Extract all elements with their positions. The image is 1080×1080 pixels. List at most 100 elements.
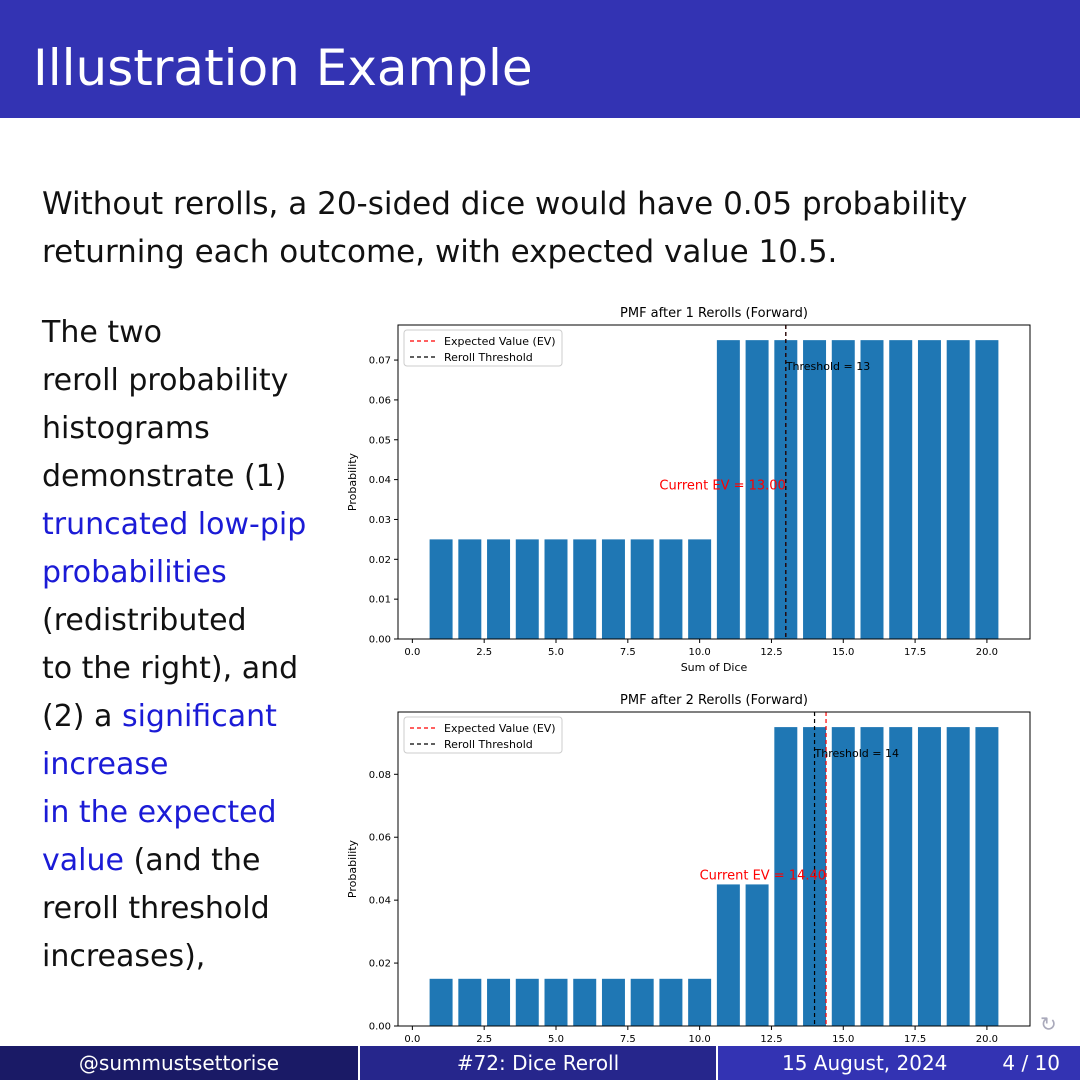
- y-tick-label: 0.08: [369, 770, 391, 781]
- x-tick-label: 12.5: [760, 1034, 782, 1045]
- x-tick-label: 7.5: [620, 1034, 636, 1045]
- side-line-highlight: in the expected: [42, 795, 277, 830]
- side-line: reroll probability: [42, 363, 289, 398]
- chart-bar: [458, 978, 482, 1026]
- x-tick-label: 15.0: [832, 647, 854, 658]
- x-tick-label: 12.5: [760, 647, 782, 658]
- side-text-highlight: value: [42, 843, 124, 878]
- chart-bar: [630, 978, 654, 1026]
- chart-bar: [831, 340, 855, 639]
- side-line: The two: [42, 315, 162, 350]
- side-line: to the right), and: [42, 651, 299, 686]
- x-tick-label: 17.5: [904, 1034, 926, 1045]
- navigation-loop-icon[interactable]: ↻: [1040, 1012, 1057, 1036]
- side-line: demonstrate (1): [42, 459, 287, 494]
- pmf-chart-1-reroll: PMF after 1 Rerolls (Forward) Current EV …: [340, 296, 1040, 681]
- pmf-chart-2-svg: PMF after 2 Rerolls (Forward) Current EV …: [346, 693, 1031, 1045]
- y-tick-label: 0.04: [369, 896, 391, 907]
- y-tick-label: 0.00: [369, 635, 391, 646]
- chart-legend: Expected Value (EV) Reroll Threshold: [403, 716, 563, 754]
- legend-label: Reroll Threshold: [444, 738, 533, 751]
- footer-date-section: 15 August, 2024 4 / 10: [716, 1046, 1080, 1080]
- y-tick-label: 0.07: [369, 356, 391, 367]
- side-line: (2) a significant: [42, 693, 342, 741]
- x-tick-label: 10.0: [689, 647, 711, 658]
- chart-bar: [745, 340, 769, 639]
- chart-bar: [573, 539, 597, 639]
- y-tick-label: 0.03: [369, 515, 391, 526]
- legend-label: Expected Value (EV): [444, 335, 556, 348]
- slide-footer: @summustsettorise #72: Dice Reroll 15 Au…: [0, 1046, 1080, 1080]
- threshold-annotation: Threshold = 14: [814, 747, 899, 760]
- chart-bar: [544, 978, 568, 1026]
- side-line: increases),: [42, 939, 206, 974]
- y-tick-label: 0.06: [369, 833, 391, 844]
- intro-paragraph: Without rerolls, a 20-sided dice would h…: [42, 180, 1042, 276]
- x-tick-label: 17.5: [904, 647, 926, 658]
- side-text-plain: (2) a: [42, 699, 122, 734]
- chart-bar: [860, 340, 884, 639]
- chart-bar: [975, 340, 999, 639]
- x-tick-label: 0.0: [404, 647, 420, 658]
- chart-bar: [515, 978, 539, 1026]
- x-tick-label: 15.0: [832, 1034, 854, 1045]
- x-tick-label: 0.0: [404, 1034, 420, 1045]
- chart-bar: [774, 727, 798, 1026]
- x-tick-label: 20.0: [976, 1034, 998, 1045]
- x-tick-label: 7.5: [620, 647, 636, 658]
- chart-bar: [487, 539, 511, 639]
- chart-bar: [917, 340, 941, 639]
- footer-date: 15 August, 2024: [782, 1051, 948, 1075]
- pmf-chart-2-rerolls: PMF after 2 Rerolls (Forward) Current EV …: [340, 684, 1040, 1049]
- threshold-annotation: Threshold = 13: [785, 360, 870, 373]
- side-paragraph: The two reroll probability histograms de…: [42, 309, 342, 981]
- side-line: value (and the: [42, 837, 342, 885]
- chart-bar: [601, 539, 625, 639]
- chart-bar: [487, 978, 511, 1026]
- y-tick-label: 0.00: [369, 1022, 391, 1033]
- side-text-plain: (and the: [123, 843, 261, 878]
- x-axis-label: Sum of Dice: [681, 661, 748, 674]
- side-line: (redistributed: [42, 603, 247, 638]
- footer-page-number: 4 / 10: [1002, 1051, 1060, 1075]
- chart-bar: [860, 727, 884, 1026]
- x-tick-label: 10.0: [689, 1034, 711, 1045]
- chart-bar: [429, 539, 453, 639]
- chart-bar: [544, 539, 568, 639]
- x-tick-label: 5.0: [548, 647, 564, 658]
- legend-box: [403, 716, 563, 754]
- legend-label: Expected Value (EV): [444, 722, 556, 735]
- chart-bar: [745, 884, 769, 1026]
- chart-bar: [946, 727, 970, 1026]
- x-tick-label: 5.0: [548, 1034, 564, 1045]
- chart-bar: [831, 727, 855, 1026]
- side-line-highlight: increase: [42, 747, 169, 782]
- x-tick-label: 20.0: [976, 647, 998, 658]
- chart-bar: [688, 539, 712, 639]
- legend-box: [403, 329, 563, 367]
- chart-title: PMF after 2 Rerolls (Forward): [620, 693, 808, 708]
- chart-bar: [975, 727, 999, 1026]
- chart-bar: [889, 727, 913, 1026]
- y-tick-label: 0.06: [369, 395, 391, 406]
- y-tick-label: 0.02: [369, 555, 391, 566]
- side-line-highlight: truncated low-pip: [42, 507, 307, 542]
- y-tick-label: 0.05: [369, 435, 391, 446]
- side-line-highlight: probabilities: [42, 555, 227, 590]
- y-tick-label: 0.02: [369, 959, 391, 970]
- chart-bar: [716, 884, 740, 1026]
- plot-frame: [397, 324, 1031, 640]
- ev-annotation: Current EV = 14.40: [700, 869, 826, 884]
- pmf-chart-1-svg: PMF after 1 Rerolls (Forward) Current EV …: [346, 306, 1031, 674]
- y-axis-label: Probability: [346, 839, 359, 898]
- legend-label: Reroll Threshold: [444, 351, 533, 364]
- chart-bar: [458, 539, 482, 639]
- plot-frame: [397, 711, 1031, 1027]
- side-line: reroll threshold: [42, 891, 270, 926]
- chart-bar: [716, 340, 740, 639]
- y-axis-label: Probability: [346, 452, 359, 511]
- intro-line-1: Without rerolls, a 20-sided dice would h…: [42, 186, 968, 222]
- chart-bar: [659, 539, 683, 639]
- chart-bar: [688, 978, 712, 1026]
- y-tick-label: 0.01: [369, 595, 391, 606]
